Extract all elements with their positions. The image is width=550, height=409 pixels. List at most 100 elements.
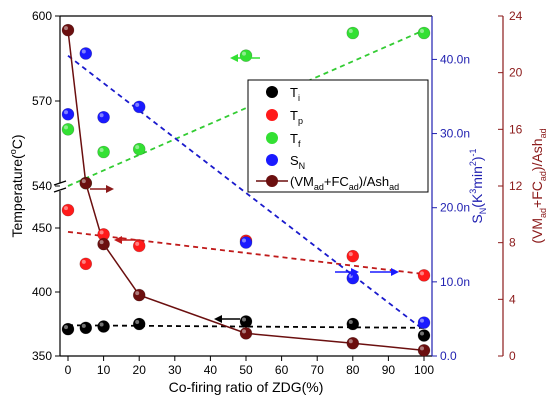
x-tick-label-80: 80 — [346, 363, 360, 377]
point-highlight-s1-6 — [420, 271, 424, 276]
point-highlight-s4-4 — [242, 329, 246, 334]
point-s4-3 — [132, 288, 146, 302]
x-tick-label-100: 100 — [414, 363, 434, 377]
right2-tick-label-16: 16 — [509, 122, 523, 136]
arrow-sn-right-2 — [370, 268, 399, 276]
x-tick-label-60: 60 — [275, 363, 289, 377]
point-highlight-s0-4 — [242, 317, 246, 322]
point-highlight-s4-2 — [99, 240, 104, 245]
left-tick-label-450: 450 — [32, 221, 52, 235]
point-highlight-s0-0 — [64, 325, 68, 330]
point-s1-5 — [346, 249, 360, 263]
axis-break-line-1 — [53, 180, 67, 186]
point-highlight-s2-6 — [420, 29, 424, 33]
legend-label-ti: Ti — [290, 85, 300, 103]
left-tick-label-570: 570 — [32, 94, 52, 108]
legend-box — [247, 79, 429, 193]
point-highlight-s2-4 — [242, 51, 246, 56]
point-highlight-s1-3 — [135, 241, 140, 246]
legend-marker-sn — [266, 154, 278, 166]
right-axis-2-title: (VMad+FCad)/Ashad — [529, 128, 548, 243]
point-s2-6 — [417, 26, 431, 40]
left-tick-label-600: 600 — [32, 9, 52, 23]
point-s0-4 — [239, 315, 253, 328]
right1-tick-label-10: 10.0n — [440, 275, 470, 289]
left-tick-label-400: 400 — [32, 285, 52, 299]
point-s4-0 — [61, 23, 75, 37]
point-highlight-s3-4 — [242, 238, 246, 243]
right1-tick-label-40: 40.0n — [440, 52, 470, 66]
point-highlight-s0-5 — [348, 320, 353, 324]
right2-tick-label-24: 24 — [509, 9, 523, 23]
right2-tick-label-0: 0 — [509, 349, 516, 363]
point-s2-0 — [61, 123, 75, 136]
point-highlight-s1-0 — [64, 206, 68, 211]
point-s3-0 — [61, 107, 75, 121]
point-highlight-s4-1 — [81, 179, 86, 184]
legend-marker-tp — [266, 109, 278, 121]
point-highlight-s3-3 — [135, 102, 140, 107]
point-s2-3 — [132, 142, 146, 156]
legend-entry-sn: SN — [266, 153, 305, 171]
trend-lines — [67, 29, 425, 331]
axis-break-mark — [53, 180, 67, 193]
right2-tick-label-20: 20 — [509, 66, 523, 80]
legend-label-tp: Tp — [290, 108, 303, 126]
x-axis-ticks: 0 10 20 30 40 50 60 70 80 90 100 — [65, 356, 434, 377]
right-axis-1-title: SN(K3min2)-1 — [468, 148, 488, 223]
legend-marker-tf — [266, 132, 278, 144]
arrow-sn-right — [335, 268, 359, 276]
arrow-ti-left — [214, 315, 240, 323]
trend-line-tf — [67, 29, 425, 187]
point-highlight-s3-1 — [81, 49, 86, 54]
series-indicator-arrows — [90, 54, 399, 323]
right2-tick-label-4: 4 — [509, 292, 516, 306]
point-s2-2 — [97, 145, 110, 159]
point-highlight-s2-3 — [135, 145, 140, 150]
right-axis-1-ticks: 0.0 10.0n 20.0n 30.0n 40.0n — [432, 52, 470, 363]
left-axis-title: Temperature(oC) — [8, 134, 25, 237]
arrow-tp-left — [114, 236, 140, 244]
point-highlight-s0-1 — [81, 323, 86, 328]
point-highlight-s2-0 — [64, 125, 68, 130]
point-s4-6 — [417, 344, 431, 357]
right2-tick-label-12: 12 — [509, 179, 523, 193]
left-tick-label-540: 540 — [32, 179, 52, 193]
point-highlight-s0-6 — [420, 331, 424, 336]
x-tick-label-70: 70 — [311, 363, 325, 377]
point-highlight-s2-2 — [99, 148, 104, 152]
point-s0-3 — [132, 317, 146, 331]
point-s3-4 — [239, 236, 253, 249]
arrow-ratio-right — [90, 185, 114, 193]
point-highlight-s0-2 — [99, 322, 104, 327]
trend-line-sn — [67, 54, 425, 331]
right1-tick-label-30: 30.0n — [440, 127, 470, 141]
data-points — [61, 23, 431, 357]
point-s0-6 — [417, 329, 431, 342]
arrow-tf-left — [230, 54, 260, 62]
point-highlight-s3-0 — [64, 110, 68, 115]
right2-tick-label-8: 8 — [509, 236, 516, 250]
point-highlight-s1-1 — [81, 259, 86, 264]
point-s1-0 — [61, 203, 75, 217]
point-s3-2 — [97, 110, 110, 124]
point-s0-2 — [97, 320, 110, 333]
point-s2-5 — [346, 26, 360, 40]
legend-entry-ratio: (VMad+FCad)/Ashad — [256, 174, 399, 192]
legend-label-sn: SN — [290, 153, 305, 171]
left-tick-label-350: 350 — [32, 349, 52, 363]
x-tick-label-0: 0 — [65, 363, 72, 377]
x-tick-label-90: 90 — [382, 363, 396, 377]
point-highlight-s3-6 — [420, 318, 424, 323]
point-highlight-s4-3 — [135, 291, 140, 296]
right-axis-2-ticks: 0 4 8 12 16 20 24 — [498, 9, 523, 363]
point-s1-1 — [79, 257, 93, 271]
point-highlight-s0-3 — [135, 320, 140, 324]
left-axis-ticks: 350 400 450 540 570 600 — [32, 9, 60, 363]
x-tick-label-50: 50 — [239, 363, 253, 377]
x-tick-label-20: 20 — [133, 363, 147, 377]
right1-tick-label-20: 20.0n — [440, 201, 470, 215]
point-s1-6 — [417, 269, 431, 282]
point-s0-0 — [61, 322, 75, 336]
right1-tick-label-0: 0.0 — [440, 349, 457, 363]
